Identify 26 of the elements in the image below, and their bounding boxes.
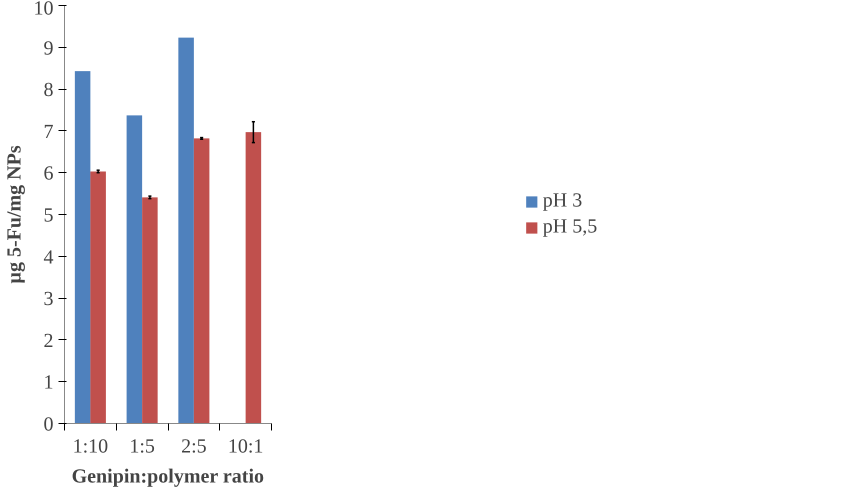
- y-tick-label: 5: [44, 204, 54, 226]
- y-tick-label: 6: [44, 162, 54, 185]
- legend-label: pH 5,5: [542, 216, 598, 238]
- y-tick-label: 2: [44, 330, 54, 352]
- bar: [178, 38, 194, 424]
- bar: [194, 138, 210, 424]
- y-axis-title: µg 5-Fu/mg NPs: [4, 145, 26, 284]
- bar: [74, 71, 90, 424]
- legend-label: pH 3: [542, 190, 582, 212]
- y-tick-label: 8: [44, 79, 54, 102]
- bar: [142, 197, 158, 424]
- x-tick-label: 1:5: [129, 436, 155, 458]
- y-tick-label: 0: [44, 414, 54, 436]
- bar: [90, 171, 106, 424]
- y-tick-label: 3: [44, 288, 54, 310]
- bar: [246, 132, 262, 424]
- y-tick-label: 10: [34, 0, 54, 20]
- x-axis-title: Genipin:polymer ratio: [72, 466, 264, 488]
- y-tick-label: 4: [44, 246, 54, 268]
- y-tick-label: 7: [44, 120, 54, 143]
- x-tick-label: 2:5: [181, 436, 207, 458]
- y-tick-label: 9: [44, 37, 54, 60]
- bar: [126, 115, 142, 424]
- x-tick-label: 1:10: [72, 436, 108, 458]
- y-tick-label: 1: [44, 372, 54, 394]
- x-tick-label: 10:1: [228, 436, 264, 458]
